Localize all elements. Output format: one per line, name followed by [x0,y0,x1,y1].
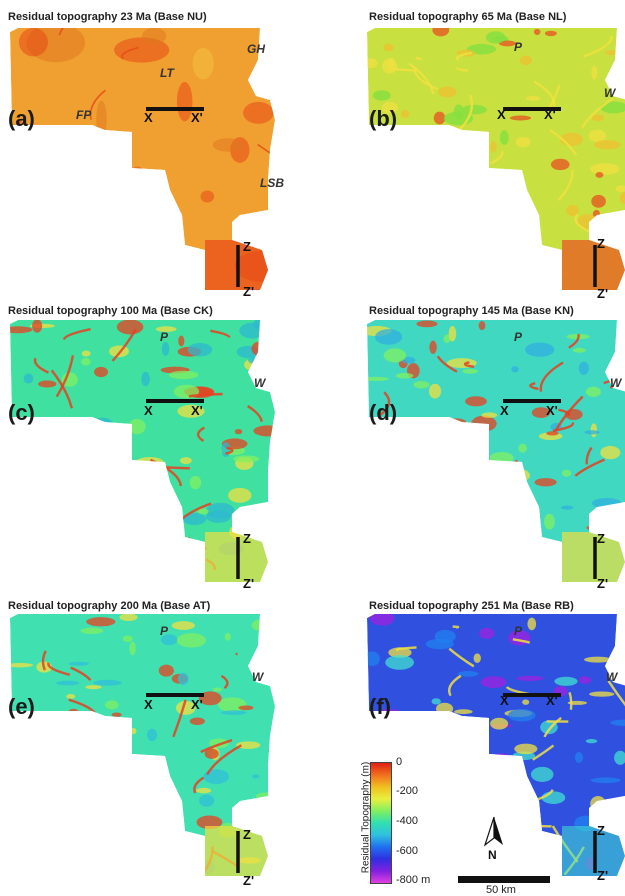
section-zp-c: Z' [243,576,255,591]
colorbar-tick-200: -200 [396,785,419,797]
section-z-a: Z [243,239,251,254]
section-xp-e: X' [191,697,203,712]
region-label-w-f: W [606,670,618,684]
panel-title-c: Residual topography 100 Ma (Base CK) [8,305,213,317]
panel-label-e: (e) [8,694,35,719]
map-panel-d [367,320,625,582]
colorbar-tick-0: 0 [396,756,403,768]
panel-label-c: (c) [8,400,35,425]
map-panel-e [10,614,275,876]
colorbar-tick-400: -400 [396,815,419,827]
section-zp-e: Z' [243,873,255,888]
section-xp-c: X' [191,403,203,418]
section-x-d: X [500,403,509,418]
section-z-c: Z [243,531,251,546]
north-arrow-icon [483,816,503,847]
section-xp-a: X' [191,110,203,125]
region-label-p-c: P [160,330,169,344]
map-panel-a [10,28,275,290]
panel-title-d: Residual topography 145 Ma (Base KN) [369,305,574,317]
region-label-fp: FP [76,108,92,122]
region-label-w-c: W [254,376,266,390]
colorbar-axis-label: Residual Topography (m) [360,761,372,874]
section-zp-f: Z' [597,868,609,883]
section-xp-b: X' [544,107,556,122]
colorbar-tick-800: -800 m [396,874,431,886]
section-xp-d: X' [546,403,558,418]
region-label-p-b: P [514,40,523,54]
region-label-p-f: P [514,624,523,638]
north-arrow-label: N [488,848,497,862]
region-label-gh: GH [247,42,265,56]
map-panel-b [367,28,625,290]
colorbar [370,762,392,884]
section-x-f: X [500,693,509,708]
section-zp-b: Z' [597,286,609,301]
section-z-d: Z [597,531,605,546]
panel-label-b: (b) [369,106,398,131]
panel-title-b: Residual topography 65 Ma (Base NL) [369,11,567,23]
scale-bar-label: 50 km [486,884,516,896]
region-label-w-b: W [604,86,616,100]
panel-title-a: Residual topography 23 Ma (Base NU) [8,11,207,23]
panel-label-d: (d) [369,400,398,425]
panel-title-f: Residual topography 251 Ma (Base RB) [369,600,574,612]
section-zp-a: Z' [243,284,255,299]
region-label-p-d: P [514,330,523,344]
section-z-e: Z [243,827,251,842]
panel-title-e: Residual topography 200 Ma (Base AT) [8,600,211,612]
panel-label-a: (a) [8,106,35,131]
region-label-w-e: W [252,670,264,684]
section-x-c: X [144,403,153,418]
section-z-f: Z [597,823,605,838]
region-label-lt: LT [160,66,174,80]
section-x-b: X [497,107,506,122]
section-z-b: Z [597,236,605,251]
map-panel-c [10,320,275,582]
region-label-w-d: W [610,376,622,390]
section-x-e: X [144,697,153,712]
region-label-lsb: LSB [260,176,284,190]
colorbar-tick-600: -600 [396,845,419,857]
scale-bar [458,876,550,883]
section-x-a: X [144,110,153,125]
section-zp-d: Z' [597,576,609,591]
region-label-p-e: P [160,624,169,638]
panel-label-f: (f) [369,694,391,719]
section-xp-f: X' [546,693,558,708]
